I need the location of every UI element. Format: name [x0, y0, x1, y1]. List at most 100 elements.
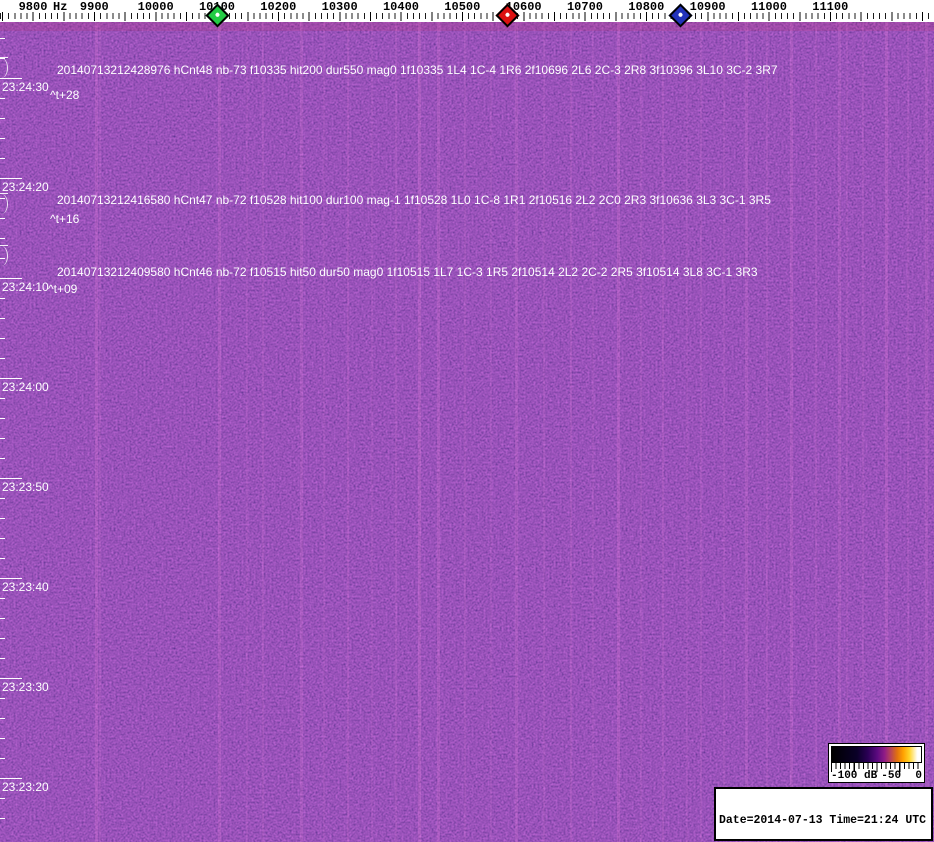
time-minor-tick	[0, 558, 5, 559]
time-minor-tick	[0, 758, 5, 759]
time-minor-tick	[0, 798, 5, 799]
freq-label: 10900	[689, 0, 726, 14]
time-minor-tick	[0, 818, 5, 819]
time-minor-tick	[0, 538, 5, 539]
time-minor-tick	[0, 418, 5, 419]
carrier-streak	[700, 22, 702, 842]
time-major-tick	[0, 278, 22, 279]
carrier-streak	[640, 22, 642, 842]
freq-label: 10500	[444, 0, 481, 14]
info-box: Date=2014-07-13 Time=21:24 UTC Freq=143 …	[714, 787, 933, 841]
freq-label: 10800	[628, 0, 665, 14]
frequency-ruler: Hz 9800990010000101001020010300104001050…	[0, 0, 934, 28]
freq-label: 9800	[18, 0, 48, 14]
carrier-streak	[766, 22, 768, 842]
time-minor-tick	[0, 298, 5, 299]
spectrogram-canvas: 20140713212428976 hCnt48 nb-73 f10335 hi…	[0, 22, 934, 842]
echo-extent-arc	[0, 246, 8, 266]
echo-extent-mark	[0, 245, 8, 246]
time-minor-tick	[0, 118, 5, 119]
carrier-streak	[846, 22, 848, 842]
carrier-streak	[464, 22, 466, 842]
info-line-datetime: Date=2014-07-13 Time=21:24 UTC	[719, 813, 927, 827]
detection-info-line: 20140713212409580 hCnt46 nb-72 f10515 hi…	[57, 265, 758, 279]
colorbar-label-max: 0	[915, 770, 922, 782]
frequency-unit-label: Hz	[53, 0, 68, 14]
time-major-tick	[0, 578, 22, 579]
echo-extent-arc	[0, 194, 8, 214]
carrier-streak	[862, 22, 864, 842]
time-major-tick	[0, 178, 22, 179]
colorbar-label-min: -100 dB	[831, 770, 878, 782]
freq-marker-dot	[214, 11, 221, 18]
time-minor-tick	[0, 618, 5, 619]
colorbar: -100 dB -50 0	[828, 743, 925, 783]
carrier-streak	[745, 22, 748, 842]
carrier-streak	[300, 22, 303, 842]
time-minor-tick	[0, 438, 5, 439]
time-minor-tick	[0, 318, 5, 319]
time-minor-tick	[0, 518, 5, 519]
time-minor-tick	[0, 698, 5, 699]
time-label: 23:24:00	[2, 380, 49, 394]
carrier-streak	[323, 22, 325, 842]
time-minor-tick	[0, 158, 5, 159]
time-major-tick	[0, 678, 22, 679]
freq-marker-dot	[504, 11, 511, 18]
carrier-streak	[907, 22, 909, 842]
carrier-streak	[617, 22, 620, 842]
time-major-tick	[0, 378, 22, 379]
freq-label: 10300	[321, 0, 358, 14]
time-minor-tick	[0, 38, 5, 39]
carrier-streak	[925, 22, 928, 842]
echo-extent-mark	[0, 193, 8, 194]
carrier-streak	[885, 22, 888, 842]
freq-label: 10700	[566, 0, 603, 14]
freq-label: 10000	[137, 0, 174, 14]
time-minor-tick	[0, 498, 5, 499]
carrier-streak	[570, 22, 572, 842]
freq-label: 9900	[79, 0, 109, 14]
carrier-streak	[662, 22, 664, 842]
time-label: 23:23:20	[2, 780, 49, 794]
time-label: 23:23:30	[2, 680, 49, 694]
carrier-streak	[437, 22, 440, 842]
frequency-major-ticks	[0, 12, 934, 21]
spectrogram-noise-image	[0, 22, 934, 842]
colorbar-gradient	[831, 746, 922, 763]
time-minor-tick	[0, 638, 5, 639]
time-label: 23:24:10	[2, 280, 49, 294]
carrier-streak	[686, 22, 688, 842]
carrier-streak	[515, 22, 518, 842]
freq-marker-dot	[677, 11, 684, 18]
time-minor-tick	[0, 658, 5, 659]
time-minor-tick	[0, 358, 5, 359]
detection-info-line: 20140713212416580 hCnt47 nb-72 f10528 hi…	[57, 193, 771, 207]
carrier-streak	[543, 22, 545, 842]
freq-label: 11100	[812, 0, 849, 14]
echo-extent-mark	[0, 57, 8, 58]
carrier-streak	[418, 22, 421, 842]
time-label: 23:24:20	[2, 180, 49, 194]
time-minor-tick	[0, 98, 5, 99]
time-major-tick	[0, 778, 22, 779]
time-major-tick	[0, 78, 22, 79]
spectrogram-top-band	[0, 22, 934, 31]
detection-time-tag: ^t+09	[48, 282, 78, 296]
detection-time-tag: ^t+28	[50, 88, 80, 102]
colorbar-major-ticks	[831, 763, 922, 772]
carrier-streak	[815, 22, 817, 842]
time-minor-tick	[0, 218, 5, 219]
time-minor-tick	[0, 58, 5, 59]
time-minor-tick	[0, 138, 5, 139]
time-minor-tick	[0, 338, 5, 339]
colorbar-label-mid: -50	[881, 770, 902, 782]
carrier-streak	[371, 22, 373, 842]
freq-label: 10200	[260, 0, 297, 14]
time-minor-tick	[0, 458, 5, 459]
carrier-streak	[218, 22, 221, 842]
time-minor-tick	[0, 238, 5, 239]
time-minor-tick	[0, 258, 5, 259]
time-major-tick	[0, 478, 22, 479]
carrier-streak	[246, 22, 248, 842]
